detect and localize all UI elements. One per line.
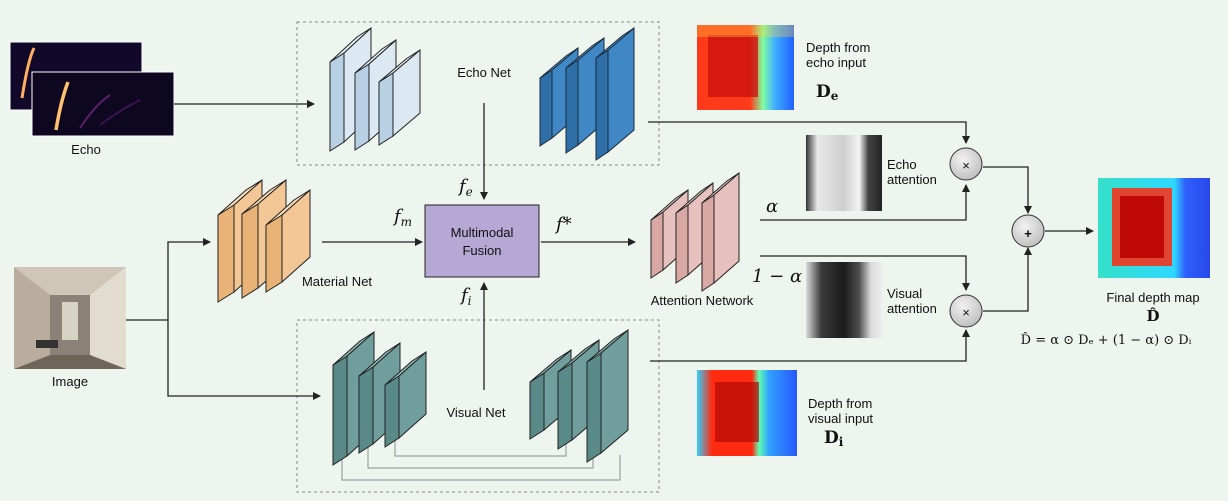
- echo-label: Echo: [71, 142, 101, 157]
- depth-echo-symbol: De: [816, 82, 839, 103]
- symbol-alpha: α: [766, 196, 778, 217]
- echo-attention-text2: attention: [887, 172, 937, 187]
- arrow-visual-branch-to-sum: [983, 247, 1032, 312]
- sum-node: +: [1011, 214, 1045, 248]
- symbol-fe: fe: [457, 176, 473, 199]
- input-image: [14, 267, 126, 369]
- echo-net-label: Echo Net: [457, 65, 511, 80]
- depth-visual-text2: visual input: [808, 411, 873, 426]
- arrow-image-to-material-net: [167, 238, 211, 320]
- echo-depth-image: [697, 25, 794, 110]
- arrow-echo-branch-to-sum: [983, 166, 1032, 214]
- fusion-equation: D̂ = α ⊙ Dₑ + (1 − α) ⊙ Dᵢ: [1021, 332, 1192, 348]
- material-net-label: Material Net: [302, 274, 372, 289]
- visual-net-encoder: [332, 330, 427, 466]
- echo-net-encoder: [329, 26, 421, 152]
- arrow-alpha-to-multiply: [760, 184, 970, 221]
- depth-visual-symbol: Di: [824, 428, 844, 449]
- arrow-visual-depth-to-multiply: [650, 329, 970, 362]
- visual-net-group-box: [296, 319, 660, 493]
- symbol-fi: fi: [459, 285, 472, 308]
- echo-spectrogram-image: [9, 41, 175, 137]
- visual-attention-map: [806, 262, 882, 338]
- svg-text:×: ×: [962, 158, 970, 173]
- fusion-label-line2: Fusion: [462, 243, 501, 258]
- depth-visual-text1: Depth from: [808, 396, 872, 411]
- echo-net-group-box: [296, 21, 660, 166]
- symbol-fm: fm: [392, 206, 412, 229]
- material-net: [217, 178, 311, 303]
- depth-echo-text1: Depth from: [806, 40, 870, 55]
- attention-network-label: Attention Network: [651, 293, 754, 308]
- depth-echo-text2: echo input: [806, 55, 866, 70]
- attention-network: [650, 171, 740, 292]
- visual-attention-text1: Visual: [887, 286, 922, 301]
- echo-net-decoder: [539, 26, 635, 161]
- symbol-fstar: f*: [554, 214, 572, 235]
- fusion-label-line1: Multimodal: [451, 225, 514, 240]
- final-depth-symbol: D̂: [1146, 307, 1159, 325]
- final-depth-label: Final depth map: [1106, 290, 1199, 305]
- visual-depth-image: [697, 370, 797, 456]
- symbol-one-minus-alpha: 1 − α: [752, 266, 802, 287]
- svg-text:×: ×: [962, 305, 970, 320]
- visual-net-decoder: [529, 328, 629, 463]
- echo-attention-map: [806, 135, 882, 211]
- arrow-echo-depth-to-multiply: [648, 121, 970, 144]
- arrow-one-minus-alpha-to-multiply: [760, 255, 970, 291]
- arrow-image-to-visual-net: [167, 320, 321, 400]
- skip-connections: [341, 435, 621, 481]
- visual-net-label: Visual Net: [446, 405, 505, 420]
- multimodal-fusion-block: [424, 204, 540, 278]
- multiply-node-visual: ×: [949, 294, 983, 328]
- multiply-node-echo: ×: [949, 147, 983, 181]
- svg-text:+: +: [1024, 226, 1032, 241]
- connectors: [126, 100, 1094, 400]
- visual-attention-text2: attention: [887, 301, 937, 316]
- echo-attention-text1: Echo: [887, 157, 917, 172]
- image-label: Image: [52, 374, 88, 389]
- final-depth-map: [1098, 178, 1210, 278]
